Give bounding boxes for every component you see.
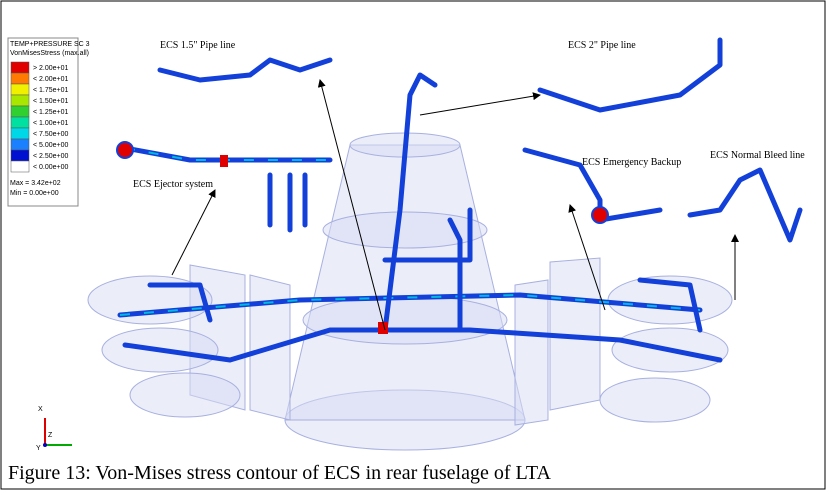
legend-label: < 7.50e+00	[33, 131, 69, 138]
legend-swatch	[11, 139, 29, 150]
legend-label: < 1.25e+01	[33, 109, 69, 116]
legend-swatch	[11, 95, 29, 106]
legend-label: < 2.00e+01	[33, 76, 69, 83]
legend-swatch	[11, 117, 29, 128]
axis-y: Y	[36, 445, 41, 452]
legend-label: < 2.50e+00	[33, 153, 69, 160]
axis-x: X	[38, 406, 43, 413]
axis-z: Z	[48, 432, 53, 439]
label-pipe-2: ECS 2" Pipe line	[568, 40, 636, 51]
legend-label: < 1.50e+01	[33, 98, 69, 105]
legend-swatch	[11, 62, 29, 73]
legend-label: < 1.75e+01	[33, 87, 69, 94]
legend-title: TEMP+PRESSURE SC 3	[10, 41, 90, 48]
label-pipe-15: ECS 1.5" Pipe line	[160, 40, 236, 51]
label-ejector: ECS Ejector system	[133, 179, 213, 190]
legend-label: > 2.00e+01	[33, 65, 69, 72]
legend-swatch	[11, 150, 29, 161]
legend-min: Min = 0.00e+00	[10, 190, 59, 197]
legend: TEMP+PRESSURE SC 3 VonMisesStress (max.a…	[8, 38, 90, 206]
legend-swatch	[11, 73, 29, 84]
legend-swatch	[11, 161, 29, 172]
legend-swatch	[11, 128, 29, 139]
label-bleed: ECS Normal Bleed line	[710, 150, 805, 161]
legend-label: < 0.00e+00	[33, 164, 69, 171]
figure: ECS 1.5" Pipe line ECS 2" Pipe line ECS …	[0, 0, 827, 491]
legend-swatch	[11, 84, 29, 95]
legend-swatch	[11, 106, 29, 117]
legend-label: < 1.00e+01	[33, 120, 69, 127]
caption: Figure 13: Von-Mises stress contour of E…	[8, 462, 552, 484]
label-emergency: ECS Emergency Backup	[582, 157, 681, 168]
legend-max: Max = 3.42e+02	[10, 180, 61, 187]
legend-subtitle: VonMisesStress (max.all)	[10, 50, 89, 57]
legend-label: < 5.00e+00	[33, 142, 69, 149]
